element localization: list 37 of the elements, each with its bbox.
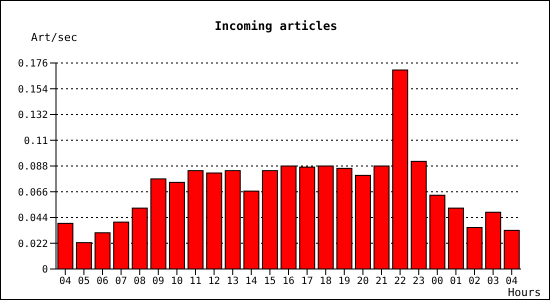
x-tick-label: 21 [375,276,388,288]
x-tick-label: 06 [96,276,109,288]
x-tick-label: 11 [189,276,202,288]
x-tick-label: 13 [226,276,239,288]
y-tick-label: 0.176 [18,58,48,70]
x-tick-label: 05 [78,276,90,288]
y-tick-label: 0.088 [18,162,48,173]
x-tick-label: 17 [301,276,314,288]
x-tick-label: 02 [468,276,481,288]
x-tick-label: 09 [152,276,164,288]
x-tick-label: 12 [208,276,220,288]
x-axis-title: Hours [508,286,541,299]
x-tick-label: 16 [282,276,295,288]
x-tick-label: 04 [59,276,72,288]
x-tick-label: 07 [115,276,128,288]
y-tick-label: 0.11 [24,136,48,147]
x-tick-label: 14 [245,276,258,288]
y-tick-label: 0 [42,264,48,276]
x-tick-label: 22 [394,276,406,288]
chart-title: Incoming articles [214,19,338,33]
y-tick-label: 0.044 [18,213,48,224]
x-tick-label: 15 [264,276,276,288]
x-tick-label: 20 [356,276,369,288]
y-tick-label: 0.154 [18,84,48,96]
y-tick-label: 0.022 [18,238,48,250]
x-tick-label: 04 [506,276,518,288]
y-tick-label: 0.066 [18,187,48,198]
y-tick-label: 0.132 [18,110,48,122]
x-tick-label: 01 [450,276,462,288]
x-tick-label: 03 [487,276,500,288]
y-axis-title: Art/sec [31,31,78,44]
x-tick-label: 00 [431,276,444,288]
x-tick-label: 10 [170,276,183,288]
x-tick-label: 08 [134,276,146,288]
x-tick-label: 23 [412,276,425,288]
x-tick-label: 19 [338,276,350,288]
x-tick-label: 18 [320,276,332,288]
